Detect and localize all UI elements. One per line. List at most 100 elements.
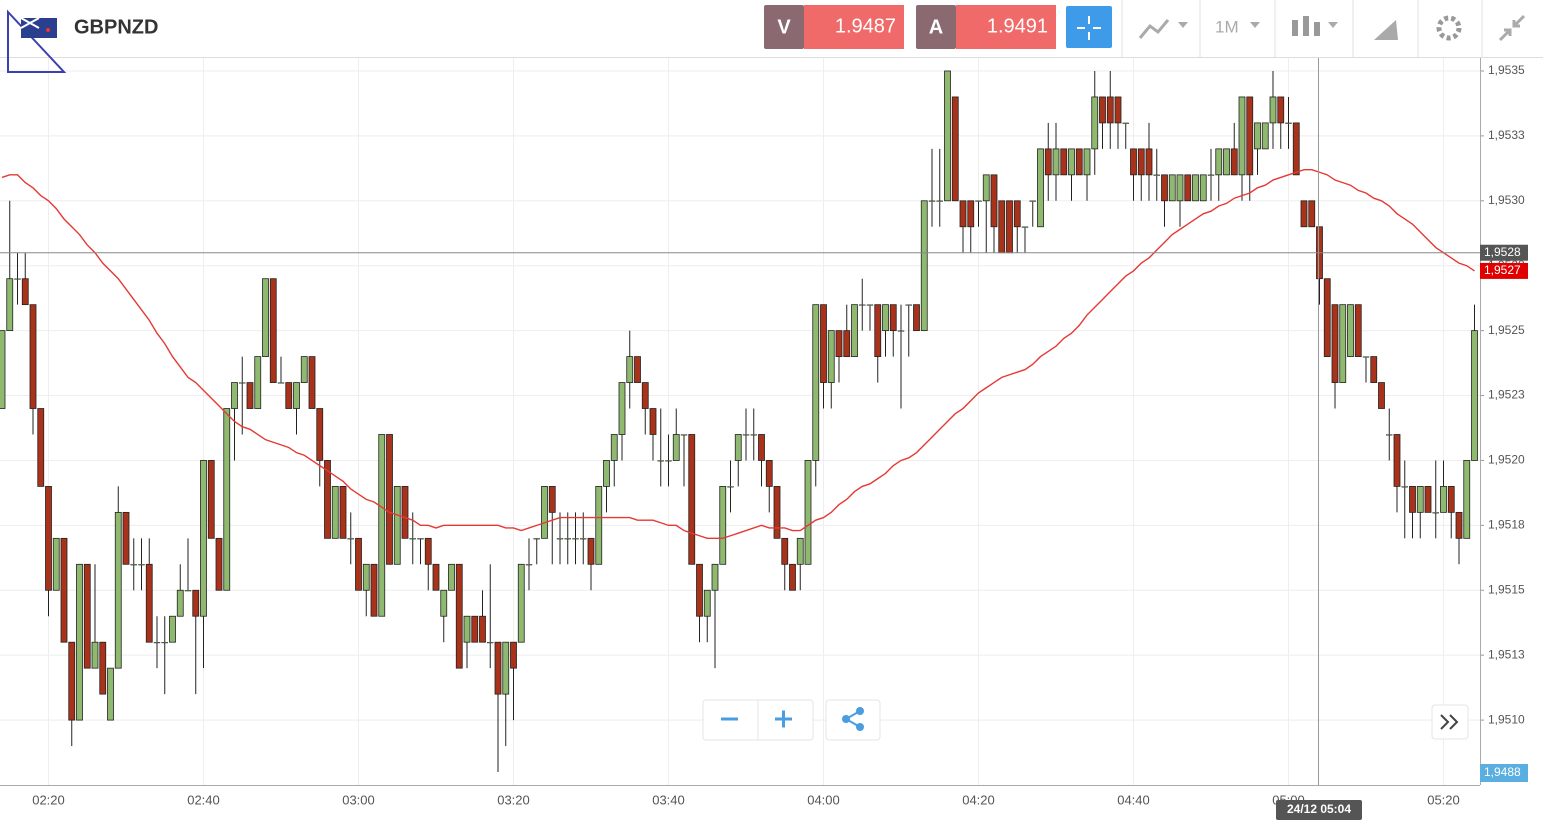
candle-body xyxy=(1106,96,1114,124)
candle-body xyxy=(1347,304,1354,357)
candle-body xyxy=(386,434,393,565)
candle-body xyxy=(269,278,277,383)
sell-price-box[interactable] xyxy=(804,5,904,49)
candle-body xyxy=(727,486,734,488)
y-tick-label: 1,9525 xyxy=(1488,323,1525,337)
candle-body xyxy=(316,408,324,461)
candle-body xyxy=(277,382,285,384)
candle-body xyxy=(1447,486,1455,513)
candle-body xyxy=(401,486,409,539)
zoom-in-button[interactable] xyxy=(775,710,792,728)
candle-body xyxy=(672,434,680,461)
settings-button[interactable] xyxy=(1436,15,1462,41)
candle-body xyxy=(703,589,711,617)
candle-body xyxy=(0,330,6,409)
candle-body xyxy=(1424,486,1432,513)
candle-body xyxy=(913,304,920,332)
candle-body xyxy=(1215,148,1223,176)
dropdown-arrow xyxy=(1178,22,1188,28)
candle-body xyxy=(122,511,130,565)
candle-body xyxy=(711,563,719,591)
candle-body xyxy=(293,382,300,409)
candle-body xyxy=(587,537,595,565)
buy-price-box[interactable] xyxy=(956,5,1056,49)
candle-body xyxy=(626,356,634,383)
drawing-button[interactable] xyxy=(1374,20,1398,40)
candle-body xyxy=(192,589,200,617)
candle-body xyxy=(959,200,967,228)
candle-body xyxy=(45,486,52,591)
candle-body xyxy=(951,96,959,202)
crosshair-button[interactable] xyxy=(1066,6,1112,48)
candle-body xyxy=(169,615,176,643)
scroll-end-button[interactable] xyxy=(1431,704,1469,740)
x-tick-label: 04:20 xyxy=(962,792,995,807)
collapse-button[interactable] xyxy=(1498,14,1526,42)
candle-body xyxy=(448,563,455,591)
candle-body xyxy=(1238,96,1246,176)
candle-body xyxy=(1354,304,1362,357)
candle-body xyxy=(905,304,912,306)
candle-body xyxy=(1021,226,1029,228)
chart-type-button[interactable] xyxy=(1138,19,1170,39)
candle-body xyxy=(1432,512,1439,514)
candle-body xyxy=(580,538,587,540)
candle-body xyxy=(1300,200,1308,228)
share-button[interactable] xyxy=(825,699,881,741)
candle-body xyxy=(781,537,789,565)
sell-button[interactable] xyxy=(764,5,804,49)
candle-body xyxy=(936,200,943,202)
indicators-button[interactable] xyxy=(1292,16,1320,36)
candle-body xyxy=(734,434,742,461)
moving-average-line xyxy=(1,168,1475,540)
candle-body xyxy=(572,538,579,540)
candle-body xyxy=(517,563,525,643)
candle-body xyxy=(231,382,238,409)
candle-body xyxy=(1176,174,1184,202)
y-tick-label: 1,9523 xyxy=(1488,388,1525,402)
x-tick-label: 03:40 xyxy=(652,792,685,807)
price-marker-label: 1,9527 xyxy=(1484,263,1521,277)
candle-body xyxy=(91,641,99,669)
candle-body xyxy=(603,460,610,487)
x-tick-label: 05:20 xyxy=(1427,792,1460,807)
plot xyxy=(0,58,1480,785)
candle-body xyxy=(145,563,153,643)
y-tick-label: 1,9530 xyxy=(1488,193,1525,207)
candle-body xyxy=(76,563,83,721)
y-tick-label: 1,9533 xyxy=(1488,128,1525,142)
candle-body xyxy=(378,434,386,617)
candle-body xyxy=(789,563,796,591)
candle-body xyxy=(866,304,874,306)
candle-body xyxy=(300,356,308,383)
y-tick-label: 1,9515 xyxy=(1488,582,1525,596)
candle-body xyxy=(239,382,246,384)
candle-body xyxy=(897,330,905,332)
candle-body xyxy=(463,615,471,643)
timeframe-button[interactable]: 1M xyxy=(1215,17,1239,36)
y-tick-label: 1,9513 xyxy=(1488,647,1525,661)
candle-body xyxy=(804,460,812,565)
candle-body xyxy=(1161,174,1168,202)
candle-body xyxy=(634,356,641,383)
candle-body xyxy=(610,434,618,461)
candle-body xyxy=(742,434,750,436)
buy-button[interactable] xyxy=(916,5,956,49)
candle-body xyxy=(424,537,432,565)
y-tick-label: 1,9518 xyxy=(1488,518,1525,532)
candle-body xyxy=(1044,148,1052,176)
candle-body xyxy=(1463,460,1471,539)
x-tick-label: 04:40 xyxy=(1117,792,1150,807)
candle-body xyxy=(114,511,122,669)
candle-body xyxy=(820,304,827,383)
candle-body xyxy=(6,278,14,332)
drawing-triangle xyxy=(7,9,67,73)
candle-body xyxy=(1378,382,1385,409)
candle-body xyxy=(308,356,316,409)
price-marker-box xyxy=(1480,262,1528,279)
price-marker-label: 1,9528 xyxy=(1484,245,1521,259)
share-icon xyxy=(842,707,864,731)
candle-body xyxy=(83,563,91,669)
candle-body xyxy=(1184,174,1192,202)
candle-body xyxy=(1083,148,1091,176)
